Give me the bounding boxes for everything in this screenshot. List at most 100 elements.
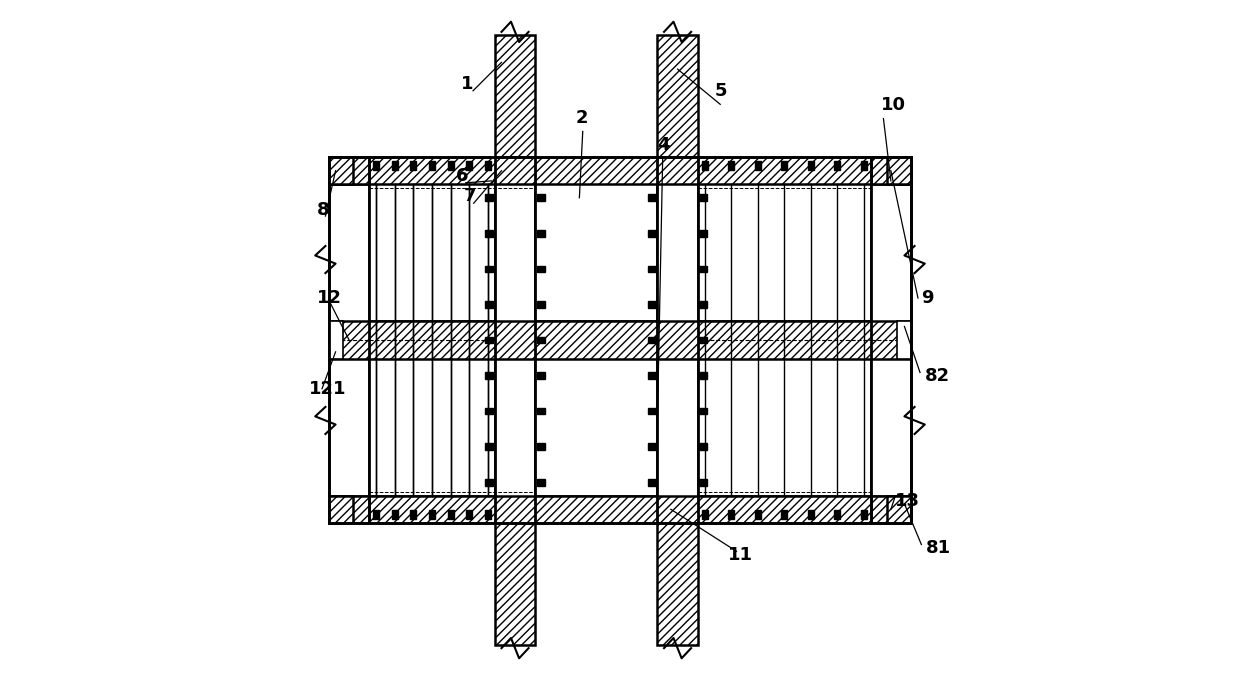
Bar bbox=[329, 496, 911, 523]
Text: 10: 10 bbox=[880, 96, 905, 114]
Bar bbox=[807, 160, 813, 170]
Bar bbox=[647, 372, 656, 379]
Bar bbox=[329, 322, 343, 358]
Bar bbox=[647, 443, 656, 450]
Bar bbox=[329, 322, 911, 358]
Bar bbox=[410, 160, 417, 170]
Bar bbox=[861, 160, 867, 170]
Bar bbox=[647, 408, 656, 415]
Bar bbox=[887, 496, 911, 523]
Bar bbox=[897, 322, 911, 358]
Text: 4: 4 bbox=[657, 137, 670, 154]
Bar bbox=[536, 358, 657, 496]
Bar bbox=[728, 510, 734, 520]
Bar bbox=[537, 408, 544, 415]
Bar bbox=[537, 265, 544, 272]
Bar bbox=[657, 35, 698, 157]
Bar bbox=[537, 194, 544, 201]
Bar bbox=[699, 443, 707, 450]
Bar bbox=[537, 479, 544, 486]
Bar bbox=[485, 510, 491, 520]
Bar bbox=[429, 510, 435, 520]
Bar bbox=[781, 160, 787, 170]
Text: 81: 81 bbox=[926, 539, 951, 558]
Bar bbox=[485, 372, 494, 379]
Bar bbox=[699, 479, 707, 486]
Bar bbox=[448, 160, 454, 170]
Text: 9: 9 bbox=[921, 289, 934, 307]
Bar bbox=[781, 510, 787, 520]
Bar bbox=[699, 408, 707, 415]
Bar bbox=[699, 337, 707, 343]
Bar bbox=[485, 479, 494, 486]
Bar bbox=[485, 160, 491, 170]
Bar bbox=[728, 160, 734, 170]
Bar bbox=[329, 157, 911, 523]
Bar bbox=[870, 157, 911, 523]
Text: 12: 12 bbox=[317, 289, 342, 307]
Bar bbox=[429, 160, 435, 170]
Bar bbox=[835, 510, 841, 520]
Bar bbox=[329, 157, 370, 184]
Bar bbox=[329, 157, 370, 523]
Bar bbox=[657, 523, 698, 645]
Text: 1: 1 bbox=[461, 75, 474, 93]
Bar bbox=[537, 372, 544, 379]
Bar bbox=[537, 337, 544, 343]
Bar bbox=[370, 184, 495, 322]
Bar bbox=[647, 230, 656, 237]
Bar bbox=[699, 194, 707, 201]
Bar bbox=[537, 230, 544, 237]
Bar bbox=[537, 443, 544, 450]
Bar bbox=[699, 230, 707, 237]
Bar bbox=[466, 160, 472, 170]
Bar bbox=[537, 301, 544, 308]
Bar bbox=[699, 372, 707, 379]
Bar bbox=[702, 160, 708, 170]
Bar bbox=[329, 496, 353, 523]
Bar bbox=[495, 523, 536, 645]
Bar bbox=[485, 230, 494, 237]
Bar bbox=[485, 443, 494, 450]
Bar bbox=[373, 160, 379, 170]
Bar bbox=[448, 510, 454, 520]
Bar bbox=[329, 157, 353, 184]
Text: 121: 121 bbox=[309, 380, 346, 398]
Text: 8: 8 bbox=[317, 201, 330, 219]
Text: 82: 82 bbox=[925, 367, 950, 385]
Bar bbox=[485, 337, 494, 343]
Bar bbox=[647, 337, 656, 343]
Bar bbox=[495, 35, 536, 157]
Bar bbox=[485, 301, 494, 308]
Bar bbox=[647, 479, 656, 486]
Bar bbox=[887, 157, 911, 184]
Text: 2: 2 bbox=[577, 109, 589, 127]
Bar bbox=[755, 160, 761, 170]
Bar bbox=[699, 301, 707, 308]
Bar bbox=[870, 496, 911, 523]
Text: 7: 7 bbox=[464, 187, 476, 205]
Bar bbox=[329, 157, 911, 184]
Bar bbox=[699, 265, 707, 272]
Bar bbox=[373, 510, 379, 520]
Bar bbox=[536, 184, 657, 322]
Bar bbox=[835, 160, 841, 170]
Bar bbox=[647, 265, 656, 272]
Text: 11: 11 bbox=[728, 546, 754, 564]
Bar bbox=[485, 194, 494, 201]
Text: 13: 13 bbox=[895, 492, 920, 510]
Bar bbox=[702, 510, 708, 520]
Bar bbox=[410, 510, 417, 520]
Bar bbox=[329, 496, 370, 523]
Bar bbox=[698, 358, 870, 496]
Text: 6: 6 bbox=[456, 167, 469, 185]
Bar bbox=[861, 510, 867, 520]
Bar bbox=[370, 358, 495, 496]
Bar bbox=[485, 265, 494, 272]
Bar bbox=[807, 510, 813, 520]
Text: 5: 5 bbox=[714, 82, 728, 100]
Bar bbox=[870, 157, 911, 184]
Bar bbox=[466, 510, 472, 520]
Bar bbox=[392, 160, 398, 170]
Bar bbox=[392, 510, 398, 520]
